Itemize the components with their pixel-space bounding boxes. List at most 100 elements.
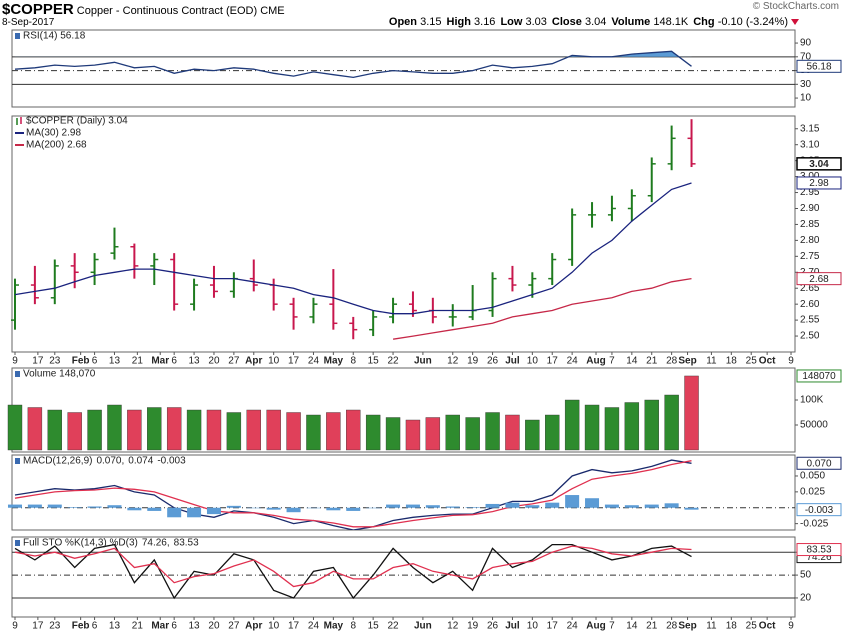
- series-line: [14, 545, 692, 588]
- y-tick-label: 2.95: [800, 187, 820, 198]
- value-tag: [796, 157, 842, 171]
- legend-icon: [15, 33, 20, 39]
- x-tick-label: 25: [746, 356, 758, 367]
- quote-value: -0.10 (-3.24%): [717, 16, 788, 28]
- x-tick-label: 22: [387, 621, 399, 632]
- x-tick-label: 27: [228, 356, 240, 367]
- x-tick-label: 15: [368, 356, 380, 367]
- x-tick-label: 17: [288, 621, 300, 632]
- quote: Open 3.15 High 3.16 Low 3.03 Close 3.04 Volu…: [384, 16, 799, 28]
- quote-value: 3.03: [525, 16, 547, 28]
- x-tick-label: 25: [746, 621, 758, 632]
- quote-value: 3.15: [420, 16, 442, 28]
- histogram-bar: [585, 498, 600, 508]
- x-tick-label: 10: [268, 356, 280, 367]
- x-tick-label: 9: [788, 356, 794, 367]
- x-tick-label: 6: [92, 356, 98, 367]
- y-tick-label: 0.050: [800, 471, 825, 482]
- legend-label: MA(30) 2.98: [26, 128, 81, 139]
- volume-bar: [465, 417, 480, 451]
- quote-label: High: [446, 16, 471, 28]
- x-tick-label: 13: [189, 356, 201, 367]
- y-tick-label: 20: [800, 593, 812, 604]
- histogram-bar: [306, 507, 321, 509]
- histogram-bar: [67, 507, 82, 508]
- x-tick-label: 13: [109, 621, 121, 632]
- value-tag-label: 56.18: [806, 61, 831, 72]
- y-tick-label: 30: [800, 79, 812, 90]
- x-tick-label: 28: [666, 356, 678, 367]
- x-tick-label: Jun: [414, 356, 432, 367]
- value-tag: [796, 543, 842, 557]
- x-tick-label: 26: [487, 621, 499, 632]
- legend-label: 0.070,: [96, 456, 124, 467]
- value-tag: [796, 503, 842, 517]
- y-tick-label: 100K: [800, 395, 824, 406]
- histogram-bar: [246, 507, 261, 509]
- value-tag-label: 2.68: [809, 274, 829, 285]
- histogram-bar: [644, 504, 659, 508]
- histogram-bar: [485, 503, 500, 508]
- x-tick-label: 17: [547, 621, 559, 632]
- volume-bar: [166, 407, 182, 451]
- volume-bar: [87, 409, 102, 451]
- volume-bar: [306, 414, 321, 451]
- histogram-bar: [505, 502, 520, 508]
- x-tick-label: Feb: [72, 621, 90, 632]
- volume-bar: [644, 399, 659, 451]
- histogram-bar: [425, 505, 440, 508]
- legend-label: 0.074: [128, 456, 153, 467]
- value-tag-label: 0.070: [806, 458, 831, 469]
- volume-bar: [286, 412, 301, 451]
- quote-value: 148.1K: [653, 16, 689, 28]
- x-tick-label: Mar: [151, 621, 169, 632]
- volume-bar: [584, 404, 600, 451]
- x-tick-label: 14: [626, 621, 638, 632]
- x-tick-label: 17: [288, 356, 300, 367]
- overbought-fill: [14, 51, 692, 57]
- legend-label: $COPPER (Daily) 3.04: [26, 116, 128, 127]
- x-tick-label: 24: [567, 621, 579, 632]
- x-tick-label: 17: [547, 356, 559, 367]
- volume-bar: [485, 412, 500, 451]
- y-tick-label: 2.65: [800, 283, 820, 294]
- x-tick-label: 21: [646, 356, 658, 367]
- legend-label: 83.53: [174, 538, 199, 549]
- legend-label: MACD(12,26,9): [23, 456, 92, 467]
- x-tick-label: 9: [12, 621, 18, 632]
- down-arrow: [791, 19, 799, 25]
- x-tick-label: Sep: [678, 356, 696, 367]
- legend-label: Full STO %K(14,3) %D(3): [23, 538, 138, 549]
- legend-label: -0.003: [157, 456, 186, 467]
- x-tick-label: May: [324, 621, 344, 632]
- x-tick-label: 20: [208, 356, 220, 367]
- x-tick-label: 23: [49, 621, 61, 632]
- x-tick-label: Apr: [245, 356, 262, 367]
- symbol: $COPPER: [2, 1, 74, 18]
- x-tick-label: 6: [171, 356, 177, 367]
- x-tick-label: 11: [706, 621, 717, 632]
- y-tick-label: 2.85: [800, 219, 820, 230]
- histogram-bar: [565, 495, 580, 508]
- value-tag: [796, 59, 842, 73]
- volume-bar: [564, 399, 580, 451]
- volume-bar: [604, 407, 620, 451]
- quote-value: 3.16: [474, 16, 496, 28]
- legend-icon: [15, 540, 20, 546]
- x-tick-label: 21: [132, 356, 144, 367]
- x-tick-label: 19: [467, 356, 479, 367]
- quote-label: Open: [388, 16, 418, 28]
- value-tag: [796, 456, 842, 470]
- quote-label: Low: [500, 16, 523, 28]
- volume-bar: [27, 407, 43, 451]
- x-tick-label: 28: [666, 621, 678, 632]
- x-tick-label: 19: [467, 621, 479, 632]
- volume-bar: [147, 407, 162, 451]
- y-tick-label: 3.10: [800, 139, 820, 150]
- x-tick-label: Aug: [586, 356, 605, 367]
- series-line: [14, 182, 692, 315]
- series-line: [14, 50, 692, 79]
- histogram-bar: [107, 505, 122, 508]
- volume-bar: [7, 404, 23, 451]
